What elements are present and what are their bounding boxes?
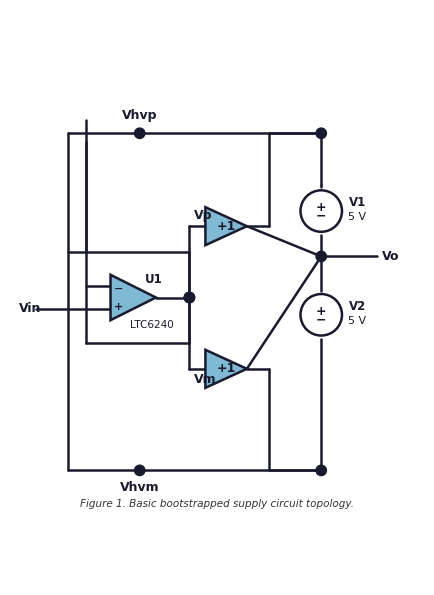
Text: −: − bbox=[114, 283, 123, 293]
Text: Vo: Vo bbox=[381, 250, 398, 263]
Circle shape bbox=[184, 292, 194, 303]
Polygon shape bbox=[205, 350, 247, 388]
Text: Vin: Vin bbox=[19, 302, 41, 315]
Text: V1: V1 bbox=[348, 196, 365, 209]
Text: V2: V2 bbox=[348, 300, 365, 313]
Text: 5 V: 5 V bbox=[348, 316, 366, 326]
Text: Vp: Vp bbox=[193, 209, 212, 222]
Text: +1: +1 bbox=[216, 362, 235, 375]
Text: Vhvp: Vhvp bbox=[122, 109, 157, 123]
Circle shape bbox=[300, 294, 341, 336]
Circle shape bbox=[300, 190, 341, 232]
Text: −: − bbox=[315, 314, 326, 327]
Text: −: − bbox=[315, 210, 326, 223]
Text: Vm: Vm bbox=[193, 373, 216, 386]
Circle shape bbox=[316, 251, 326, 262]
Text: 5 V: 5 V bbox=[348, 212, 366, 223]
Circle shape bbox=[134, 128, 145, 139]
Text: Vhvm: Vhvm bbox=[120, 481, 159, 494]
Circle shape bbox=[184, 292, 194, 303]
Text: +: + bbox=[315, 305, 326, 318]
Text: U1: U1 bbox=[144, 273, 162, 286]
Text: +1: +1 bbox=[216, 220, 235, 233]
Text: +: + bbox=[315, 202, 326, 214]
Polygon shape bbox=[205, 207, 247, 245]
Text: LTC6240: LTC6240 bbox=[130, 320, 173, 330]
Text: Figure 1. Basic bootstrapped supply circuit topology.: Figure 1. Basic bootstrapped supply circ… bbox=[80, 499, 354, 509]
Circle shape bbox=[316, 465, 326, 475]
Text: +: + bbox=[114, 302, 123, 312]
Circle shape bbox=[134, 465, 145, 475]
Polygon shape bbox=[110, 275, 155, 320]
Circle shape bbox=[316, 128, 326, 139]
